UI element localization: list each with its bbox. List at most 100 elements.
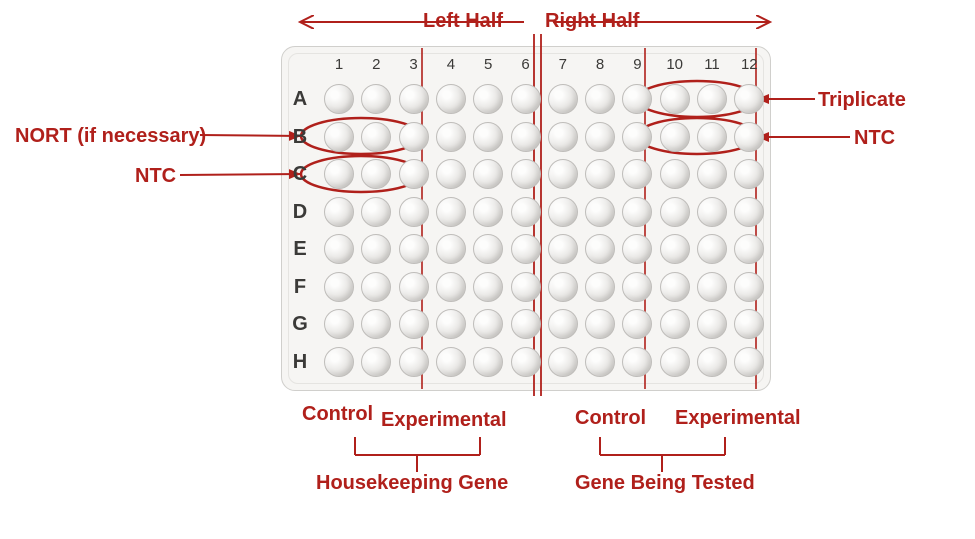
- well: [585, 309, 615, 339]
- column-label: 11: [702, 56, 722, 73]
- well: [361, 272, 391, 302]
- well: [436, 159, 466, 189]
- well: [622, 272, 652, 302]
- row-label: F: [290, 276, 310, 299]
- column-label: 6: [516, 56, 536, 73]
- well: [697, 122, 727, 152]
- control-left: Control: [302, 403, 373, 426]
- gene-tested: Gene Being Tested: [575, 472, 755, 495]
- column-label: 10: [665, 56, 685, 73]
- well: [734, 347, 764, 377]
- well: [399, 347, 429, 377]
- well: [585, 122, 615, 152]
- well: [660, 122, 690, 152]
- column-label: 9: [627, 56, 647, 73]
- left-half: Left Half: [423, 10, 503, 33]
- well: [697, 159, 727, 189]
- well: [399, 309, 429, 339]
- well: [324, 234, 354, 264]
- well: [548, 309, 578, 339]
- well: [697, 309, 727, 339]
- well: [436, 84, 466, 114]
- well: [399, 197, 429, 227]
- well: [585, 272, 615, 302]
- well: [585, 197, 615, 227]
- well: [324, 309, 354, 339]
- well: [436, 197, 466, 227]
- well: [585, 347, 615, 377]
- well: [473, 347, 503, 377]
- column-label: 3: [404, 56, 424, 73]
- well: [548, 159, 578, 189]
- well: [660, 309, 690, 339]
- well: [473, 272, 503, 302]
- ntc-right-label: NTC: [854, 127, 895, 150]
- row-label: H: [290, 351, 310, 374]
- figure-canvas: 123456789101112ABCDEFGHLeft HalfRight Ha…: [0, 0, 975, 539]
- well: [473, 197, 503, 227]
- well: [660, 347, 690, 377]
- well: [697, 234, 727, 264]
- well: [324, 159, 354, 189]
- row-label: B: [290, 126, 310, 149]
- well: [436, 122, 466, 152]
- right-half: Right Half: [545, 10, 639, 33]
- well: [511, 197, 541, 227]
- well: [324, 272, 354, 302]
- well: [399, 84, 429, 114]
- column-label: 8: [590, 56, 610, 73]
- well: [660, 197, 690, 227]
- well: [399, 272, 429, 302]
- well: [473, 122, 503, 152]
- well: [660, 159, 690, 189]
- row-label: A: [290, 88, 310, 111]
- well: [734, 272, 764, 302]
- well: [548, 272, 578, 302]
- column-label: 4: [441, 56, 461, 73]
- well: [585, 159, 615, 189]
- well: [511, 272, 541, 302]
- well: [399, 234, 429, 264]
- column-label: 7: [553, 56, 573, 73]
- well: [436, 234, 466, 264]
- column-label: 12: [739, 56, 759, 73]
- well: [622, 347, 652, 377]
- well: [548, 84, 578, 114]
- well: [734, 122, 764, 152]
- well: [734, 197, 764, 227]
- well: [399, 122, 429, 152]
- well: [436, 309, 466, 339]
- row-label: D: [290, 201, 310, 224]
- well: [585, 84, 615, 114]
- column-label: 5: [478, 56, 498, 73]
- experimental-left: Experimental: [381, 409, 507, 432]
- well: [622, 122, 652, 152]
- triplicate-label: Triplicate: [818, 89, 906, 112]
- experimental-right: Experimental: [675, 407, 801, 430]
- well: [697, 347, 727, 377]
- well: [697, 272, 727, 302]
- well: [548, 234, 578, 264]
- well: [473, 84, 503, 114]
- well: [548, 197, 578, 227]
- well: [324, 122, 354, 152]
- well: [660, 84, 690, 114]
- well: [548, 122, 578, 152]
- well: [511, 309, 541, 339]
- well: [361, 197, 391, 227]
- well: [585, 234, 615, 264]
- well: [324, 347, 354, 377]
- housekeeping: Housekeeping Gene: [316, 472, 508, 495]
- well: [511, 122, 541, 152]
- well: [511, 159, 541, 189]
- row-label: G: [290, 313, 310, 336]
- well: [324, 84, 354, 114]
- column-label: 1: [329, 56, 349, 73]
- row-label: C: [290, 163, 310, 186]
- well: [622, 197, 652, 227]
- ntc-left-label: NTC: [135, 165, 176, 188]
- well: [511, 347, 541, 377]
- well: [660, 234, 690, 264]
- well: [473, 309, 503, 339]
- well: [660, 272, 690, 302]
